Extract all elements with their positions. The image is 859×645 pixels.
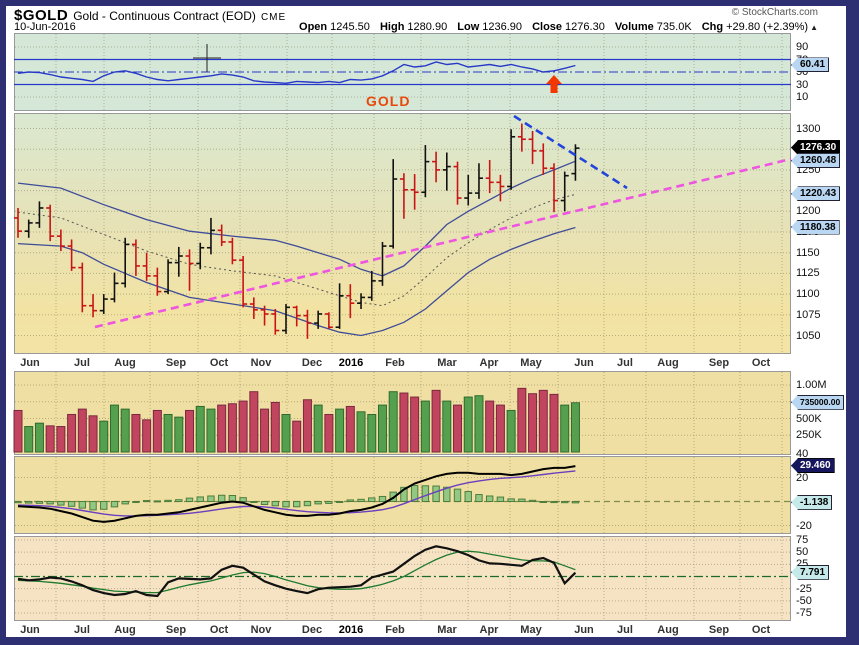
month-label: Sep <box>165 357 187 369</box>
month-label: 2016 <box>338 357 364 369</box>
low-label: Low <box>457 21 480 33</box>
month-label: May <box>520 624 542 636</box>
month-label: Jun <box>20 624 40 636</box>
exchange-label: CME <box>260 12 287 23</box>
close-value: 1276.30 <box>565 21 605 33</box>
month-label: Jun <box>574 357 594 369</box>
up-triangle-icon: ▲ <box>810 23 818 32</box>
value-callout: 1220.43 <box>791 186 841 202</box>
month-label: Jul <box>617 357 633 369</box>
month-label: Nov <box>250 357 272 369</box>
axis-tick: 40 <box>796 447 809 460</box>
month-label: Aug <box>114 357 136 369</box>
copyright-link[interactable]: © StockCharts.com <box>731 7 818 18</box>
open-label: Open <box>299 21 328 33</box>
high-label: High <box>379 21 405 33</box>
month-label: Feb <box>385 357 405 369</box>
month-label: Dec <box>301 624 323 636</box>
month-label: Mar <box>437 624 457 636</box>
month-label: Apr <box>479 624 499 636</box>
axis-tick: 90 <box>796 41 809 53</box>
value-callout: 60.41 <box>791 57 830 73</box>
month-label: 2016 <box>338 624 364 636</box>
month-label: Jun <box>20 357 40 369</box>
month-label: Aug <box>114 624 136 636</box>
high-value: 1280.90 <box>407 21 448 33</box>
panel-macd <box>14 456 791 534</box>
axis-tick: 1150 <box>796 246 820 259</box>
axis-tick: -75 <box>796 607 812 620</box>
panel-volume <box>14 371 791 455</box>
axis-tick: -50 <box>796 594 812 607</box>
month-label: Apr <box>479 357 499 369</box>
month-label: Oct <box>209 357 229 369</box>
value-callout: 1260.48 <box>791 153 841 169</box>
axis-tick: 250K <box>796 429 822 442</box>
quote-row: 10-Jun-2016 Open 1245.50 High 1280.90 Low 1… <box>14 21 834 34</box>
value-callout: 1180.38 <box>791 219 840 235</box>
quote-summary: Open 1245.50 High 1280.90 Low 1236.90 Close… <box>292 21 818 33</box>
axis-tick: 1125 <box>796 267 820 280</box>
month-label: May <box>520 357 542 369</box>
value-callout: 1276.30 <box>791 140 841 156</box>
axis-tick: -20 <box>796 519 812 532</box>
panel-oscillator <box>14 536 791 621</box>
open-value: 1245.50 <box>330 21 370 33</box>
month-label: Oct <box>751 624 771 636</box>
axis-tick: 75 <box>796 533 809 546</box>
value-callout: 735000.00 <box>791 394 845 410</box>
month-label: Sep <box>708 624 730 636</box>
axis-tick: 1200 <box>796 205 821 218</box>
value-callout: -1.138 <box>791 494 833 510</box>
axis-tick: 50 <box>796 546 809 559</box>
month-label: Oct <box>209 624 229 636</box>
month-label: Sep <box>165 624 187 636</box>
axis-tick: 1100 <box>796 288 820 301</box>
axis-tick: 1075 <box>796 308 821 321</box>
month-label: Aug <box>657 357 679 369</box>
volume-value: 735.0K <box>656 21 692 33</box>
axis-tick: 20 <box>796 471 809 484</box>
axis-tick: 10 <box>796 91 809 103</box>
month-label: Mar <box>437 357 457 369</box>
low-value: 1236.90 <box>482 21 523 33</box>
month-label: Feb <box>385 624 405 636</box>
chart-title: Gold - Continuous Contract (EOD) <box>73 9 256 23</box>
volume-label: Volume <box>614 21 654 33</box>
month-label: Jun <box>574 624 594 636</box>
axis-tick: -25 <box>796 582 812 595</box>
month-label: Jul <box>74 357 90 369</box>
symbol: $GOLD <box>14 7 69 24</box>
month-label: Aug <box>657 624 679 636</box>
month-label: Jul <box>74 624 90 636</box>
month-label: Dec <box>301 357 323 369</box>
month-label: Sep <box>708 357 730 369</box>
month-label: Oct <box>751 357 771 369</box>
chart-date: 10-Jun-2016 <box>14 21 76 33</box>
month-label: Nov <box>250 624 272 636</box>
chart-header: $GOLD Gold - Continuous Contract (EOD) CME… <box>14 7 834 24</box>
value-callout: 29.460 <box>791 458 835 474</box>
axis-tick: 30 <box>796 78 809 91</box>
axis-tick: 1.00M <box>796 379 827 391</box>
gold-text-annotation: GOLD <box>366 93 411 109</box>
chg-value: +29.80 (+2.39%) <box>726 21 809 33</box>
value-callout: 7.791 <box>791 564 830 580</box>
chg-label: Chg <box>701 21 724 33</box>
axis-tick: 1300 <box>796 122 821 135</box>
axis-tick: 500K <box>796 412 822 425</box>
close-label: Close <box>532 21 563 33</box>
axis-tick: 1050 <box>796 329 821 342</box>
month-label: Jul <box>617 624 633 636</box>
panel-price <box>14 113 791 354</box>
